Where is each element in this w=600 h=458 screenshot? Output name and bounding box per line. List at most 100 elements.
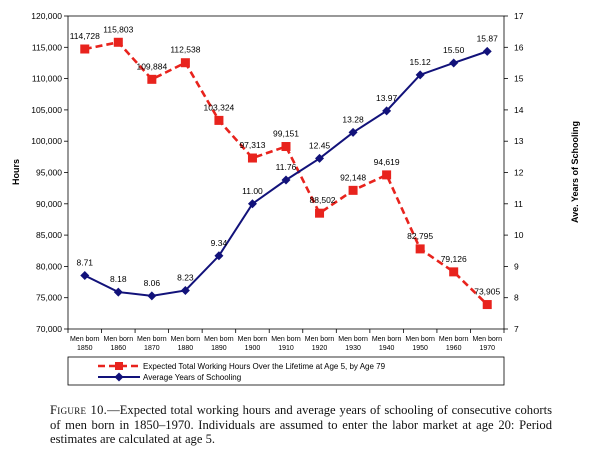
schooling-point	[382, 106, 392, 116]
left-tick-label: 90,000	[36, 199, 62, 209]
hours-data-label: 109,884	[136, 61, 167, 71]
hours-point	[80, 44, 90, 54]
caption-text: —Expected total working hours and averag…	[50, 403, 552, 446]
right-tick-label: 8	[514, 293, 519, 303]
x-tick-label: Men born 1900	[238, 336, 268, 352]
hours-data-label: 92,148	[340, 172, 366, 182]
left-tick-label: 100,000	[31, 136, 62, 146]
right-tick-label: 9	[514, 261, 519, 271]
schooling-point	[449, 58, 459, 68]
left-tick-label: 95,000	[36, 168, 62, 178]
x-tick-label: Men born 1910	[271, 336, 301, 352]
right-tick-label: 11	[514, 199, 523, 209]
legend-hours-marker	[115, 362, 123, 370]
hours-data-label: 112,538	[170, 45, 200, 55]
x-tick-label: Men born 1940	[372, 336, 402, 352]
left-tick-label: 115,000	[32, 42, 62, 52]
x-tick-label: Men born 1960	[439, 336, 469, 352]
hours-data-label: 97,313	[239, 140, 265, 150]
hours-data-label: 73,905	[474, 287, 500, 297]
hours-point	[449, 267, 459, 277]
hours-point	[348, 185, 358, 195]
hours-data-label: 82,795	[407, 231, 433, 241]
right-tick-label: 13	[514, 136, 524, 146]
schooling-data-label: 11.00	[242, 186, 263, 196]
plot-area	[67, 15, 505, 330]
schooling-data-label: 8.23	[177, 273, 194, 283]
schooling-data-label: 13.97	[376, 93, 398, 103]
right-tick-label: 12	[514, 168, 524, 178]
schooling-point	[80, 270, 90, 280]
schooling-data-label: 12.45	[309, 140, 331, 150]
x-tick-label: Men born 1890	[204, 336, 234, 352]
schooling-point	[348, 127, 358, 137]
schooling-point	[113, 287, 123, 297]
left-axis-title: Hours	[11, 159, 21, 185]
left-tick-label: 75,000	[36, 293, 62, 303]
chart: 70,000 75,000 80,000 85,000 90,000 95,000 100,…	[11, 11, 580, 386]
hours-point	[415, 244, 425, 254]
right-tick-label: 16	[514, 42, 524, 52]
schooling-data-label: 8.06	[144, 278, 161, 288]
schooling-data-label: 15.50	[443, 45, 465, 55]
hours-point	[214, 115, 224, 125]
schooling-point	[482, 46, 492, 56]
hours-point	[180, 58, 190, 68]
hours-data-label: 115,803	[103, 24, 133, 34]
figure-label: Figure 10.	[50, 403, 108, 417]
right-tick-label: 15	[514, 74, 524, 84]
schooling-data-labels: 8.71 8.18 8.06 8.23 9.34 11.00 11.76 12.45 13.28…	[76, 33, 498, 287]
right-axis-ticks: 7 8 9 10 11 12 13 14 15 16 17	[504, 11, 524, 334]
x-tick-label: Men born 1880	[171, 336, 201, 352]
x-tick-label: Men born 1950	[405, 336, 435, 352]
legend-schooling-label: Average Years of Schooling	[143, 373, 241, 382]
x-tick-label: Men born 1850	[70, 336, 100, 352]
schooling-point	[214, 251, 224, 261]
hours-point	[147, 74, 157, 84]
schooling-data-label: 11.76	[276, 162, 297, 172]
schooling-point	[247, 199, 257, 209]
hours-data-label: 79,126	[441, 254, 467, 264]
left-tick-label: 70,000	[36, 324, 62, 334]
right-axis-title: Ave. Years of Schooling	[570, 121, 580, 223]
left-tick-label: 120,000	[31, 11, 62, 21]
legend-schooling-marker	[114, 372, 124, 382]
figure-caption: Figure 10.—Expected total working hours …	[50, 403, 552, 447]
schooling-point	[281, 175, 291, 185]
right-tick-label: 10	[514, 230, 524, 240]
schooling-series	[80, 46, 492, 301]
x-tick-label: Men born 1860	[104, 336, 134, 352]
legend-hours-label: Expected Total Working Hours Over the Li…	[143, 362, 386, 371]
hours-point	[113, 37, 123, 47]
schooling-data-label: 15.87	[477, 33, 499, 43]
hours-data-label: 94,619	[374, 157, 400, 167]
hours-line	[84, 40, 489, 306]
schooling-data-label: 8.18	[110, 274, 127, 284]
schooling-point	[147, 291, 157, 301]
right-tick-label: 7	[514, 324, 519, 334]
hours-series	[80, 37, 492, 310]
right-tick-label: 17	[514, 11, 524, 21]
schooling-data-label: 8.71	[76, 257, 93, 267]
schooling-data-label: 9.34	[211, 238, 228, 248]
hours-point	[315, 208, 325, 218]
hours-point	[247, 153, 257, 163]
left-tick-label: 85,000	[36, 230, 62, 240]
schooling-point	[415, 70, 425, 80]
x-tick-label: Men born 1970	[472, 336, 502, 352]
left-tick-label: 110,000	[32, 74, 62, 84]
hours-point	[482, 300, 492, 310]
x-tick-label: Men born 1920	[305, 336, 335, 352]
x-tick-label: Men born 1870	[137, 336, 167, 352]
legend: Expected Total Working Hours Over the Li…	[67, 356, 505, 386]
x-tick-label: Men born 1930	[338, 336, 368, 352]
schooling-point	[180, 286, 190, 296]
legend-box	[67, 356, 505, 386]
left-axis-ticks: 70,000 75,000 80,000 85,000 90,000 95,000 100,…	[31, 11, 68, 334]
hours-data-label: 99,151	[273, 129, 299, 139]
hours-data-label: 88,502	[310, 195, 336, 205]
hours-data-label: 103,324	[204, 102, 235, 112]
schooling-data-label: 15.12	[410, 57, 432, 67]
